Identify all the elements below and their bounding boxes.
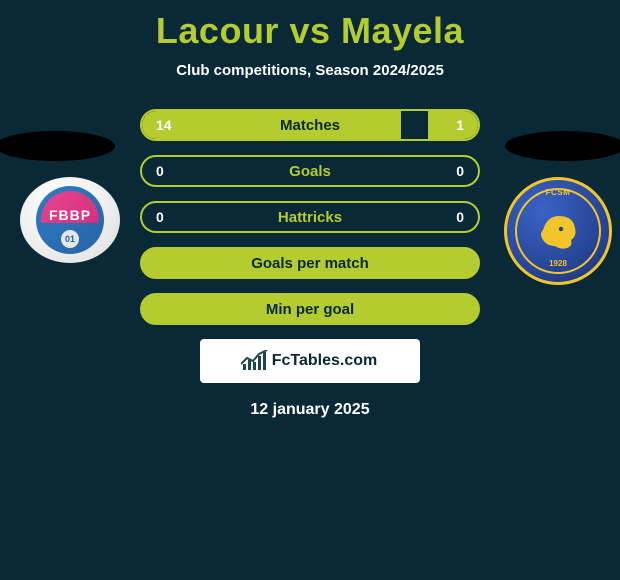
stat-bar: 141Matches <box>140 109 480 141</box>
stat-label: Min per goal <box>142 301 478 318</box>
stat-bar: Goals per match <box>140 247 480 279</box>
stat-label: Goals per match <box>142 255 478 272</box>
crest-left-abbr: FBBP <box>49 207 91 223</box>
chart-icon <box>243 352 266 370</box>
club-crest-right: FCSM 1928 <box>504 177 612 285</box>
crest-right-year: 1928 <box>549 259 567 268</box>
stat-bar: Min per goal <box>140 293 480 325</box>
crest-right-abbr: FCSM <box>517 188 599 197</box>
stat-bar: 00Hattricks <box>140 201 480 233</box>
page-title: Lacour vs Mayela <box>0 0 620 52</box>
player-shadow-right <box>505 131 620 161</box>
crest-left-inner: FBBP 01 <box>36 186 104 254</box>
watermark-text: FcTables.com <box>272 352 378 370</box>
lion-icon <box>533 206 583 256</box>
player-shadow-left <box>0 131 115 161</box>
stat-bars: 141Matches 00Goals 00Hattricks Goals per ma… <box>140 109 480 325</box>
watermark: FcTables.com <box>200 339 420 383</box>
club-crest-left: FBBP 01 <box>20 177 120 263</box>
page-subtitle: Club competitions, Season 2024/2025 <box>0 62 620 79</box>
date-label: 12 january 2025 <box>0 401 620 419</box>
stat-bar: 00Goals <box>140 155 480 187</box>
stat-label: Hattricks <box>142 209 478 226</box>
crest-right-inner: FCSM 1928 <box>515 188 601 274</box>
comparison-content: FBBP 01 FCSM 1928 141Matches 00Goals 00Hat… <box>0 109 620 419</box>
stat-label: Goals <box>142 163 478 180</box>
stat-label: Matches <box>142 117 478 134</box>
crest-left-badge: 01 <box>61 230 79 248</box>
